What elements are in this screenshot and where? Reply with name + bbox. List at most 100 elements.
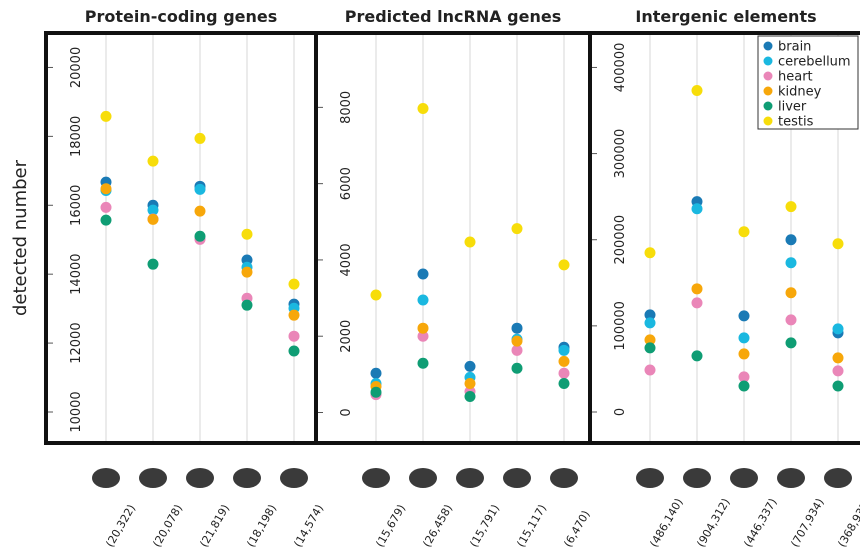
dot xyxy=(785,337,797,349)
dot xyxy=(194,132,206,144)
dot xyxy=(558,367,570,379)
dot xyxy=(738,332,750,344)
dot xyxy=(738,310,750,322)
dot xyxy=(644,309,656,321)
dot xyxy=(785,257,797,269)
species-icon xyxy=(550,468,578,488)
dot xyxy=(241,228,253,240)
panel-title: Predicted lncRNA genes xyxy=(345,7,562,26)
dot xyxy=(417,294,429,306)
dot xyxy=(691,297,703,309)
dot xyxy=(832,323,844,335)
legend-label: testis xyxy=(778,115,814,130)
dot xyxy=(370,289,382,301)
dot xyxy=(147,213,159,225)
dot xyxy=(194,205,206,217)
dot xyxy=(464,378,476,390)
x-tick-label: (368,937) xyxy=(835,496,860,549)
legend-label: kidney xyxy=(778,85,822,100)
dot xyxy=(691,350,703,362)
legend-swatch xyxy=(763,116,773,126)
species-icon xyxy=(456,468,484,488)
dot xyxy=(558,344,570,356)
panel-title: Intergenic elements xyxy=(635,7,816,26)
legend-label: brain xyxy=(778,40,811,55)
dot xyxy=(832,352,844,364)
dot xyxy=(100,183,112,195)
y-tick-label: 18000 xyxy=(69,116,84,157)
dot xyxy=(738,380,750,392)
species-icon xyxy=(503,468,531,488)
dot xyxy=(241,299,253,311)
dot xyxy=(100,201,112,213)
x-tick-label: (20,322) xyxy=(103,502,138,549)
legend-swatch xyxy=(763,101,773,111)
y-tick-label: 4000 xyxy=(339,243,354,276)
x-tick-label: (707,934) xyxy=(788,496,826,549)
dot xyxy=(417,322,429,334)
dot xyxy=(194,230,206,242)
dot xyxy=(832,380,844,392)
dot xyxy=(691,84,703,96)
dot xyxy=(417,268,429,280)
dot xyxy=(691,203,703,215)
dot xyxy=(464,360,476,372)
legend-swatch xyxy=(763,71,773,81)
y-tick-label: 0 xyxy=(613,408,628,416)
dot xyxy=(288,345,300,357)
dot xyxy=(417,103,429,115)
species-icon xyxy=(362,468,390,488)
y-tick-label: 8000 xyxy=(339,91,354,124)
dot xyxy=(691,283,703,295)
dot xyxy=(194,183,206,195)
x-tick-label: (18,198) xyxy=(244,502,279,549)
legend-label: heart xyxy=(778,70,813,85)
x-tick-label: (20,078) xyxy=(150,502,185,549)
y-axis-label: detected number xyxy=(10,159,31,316)
dot xyxy=(785,234,797,246)
dot xyxy=(417,330,429,342)
x-tick-label: (26,458) xyxy=(420,502,455,549)
dot xyxy=(288,278,300,290)
x-tick-label: (6,470) xyxy=(561,508,592,549)
dot xyxy=(738,226,750,238)
species-icon xyxy=(186,468,214,488)
dot xyxy=(558,259,570,271)
species-icon xyxy=(139,468,167,488)
dot xyxy=(370,386,382,398)
x-tick-label: (446,337) xyxy=(741,496,779,549)
panel-title: Protein-coding genes xyxy=(85,7,278,26)
y-tick-label: 300000 xyxy=(613,129,628,179)
dot xyxy=(370,367,382,379)
dot xyxy=(288,330,300,342)
y-tick-label: 200000 xyxy=(613,215,628,265)
x-tick-label: (21,819) xyxy=(197,502,232,549)
legend-swatch xyxy=(763,56,773,66)
dot xyxy=(241,266,253,278)
dot xyxy=(832,365,844,377)
y-tick-label: 14000 xyxy=(69,253,84,294)
dot xyxy=(785,287,797,299)
dot xyxy=(785,314,797,326)
x-tick-label: (904,312) xyxy=(694,496,732,549)
dot xyxy=(644,342,656,354)
dot xyxy=(511,322,523,334)
dot xyxy=(511,335,523,347)
dot xyxy=(464,390,476,402)
dot xyxy=(147,155,159,167)
y-tick-label: 0 xyxy=(339,408,354,416)
x-tick-label: (15,117) xyxy=(514,502,549,549)
y-tick-label: 16000 xyxy=(69,185,84,226)
panel-frame xyxy=(588,31,860,445)
dot xyxy=(785,201,797,213)
x-tick-label: (15,679) xyxy=(373,502,408,549)
x-tick-label: (14,574) xyxy=(291,502,326,549)
dot xyxy=(147,204,159,216)
species-icon xyxy=(280,468,308,488)
y-tick-label: 100000 xyxy=(613,301,628,351)
panel-frame xyxy=(44,31,318,445)
dot xyxy=(464,236,476,248)
species-icon xyxy=(636,468,664,488)
